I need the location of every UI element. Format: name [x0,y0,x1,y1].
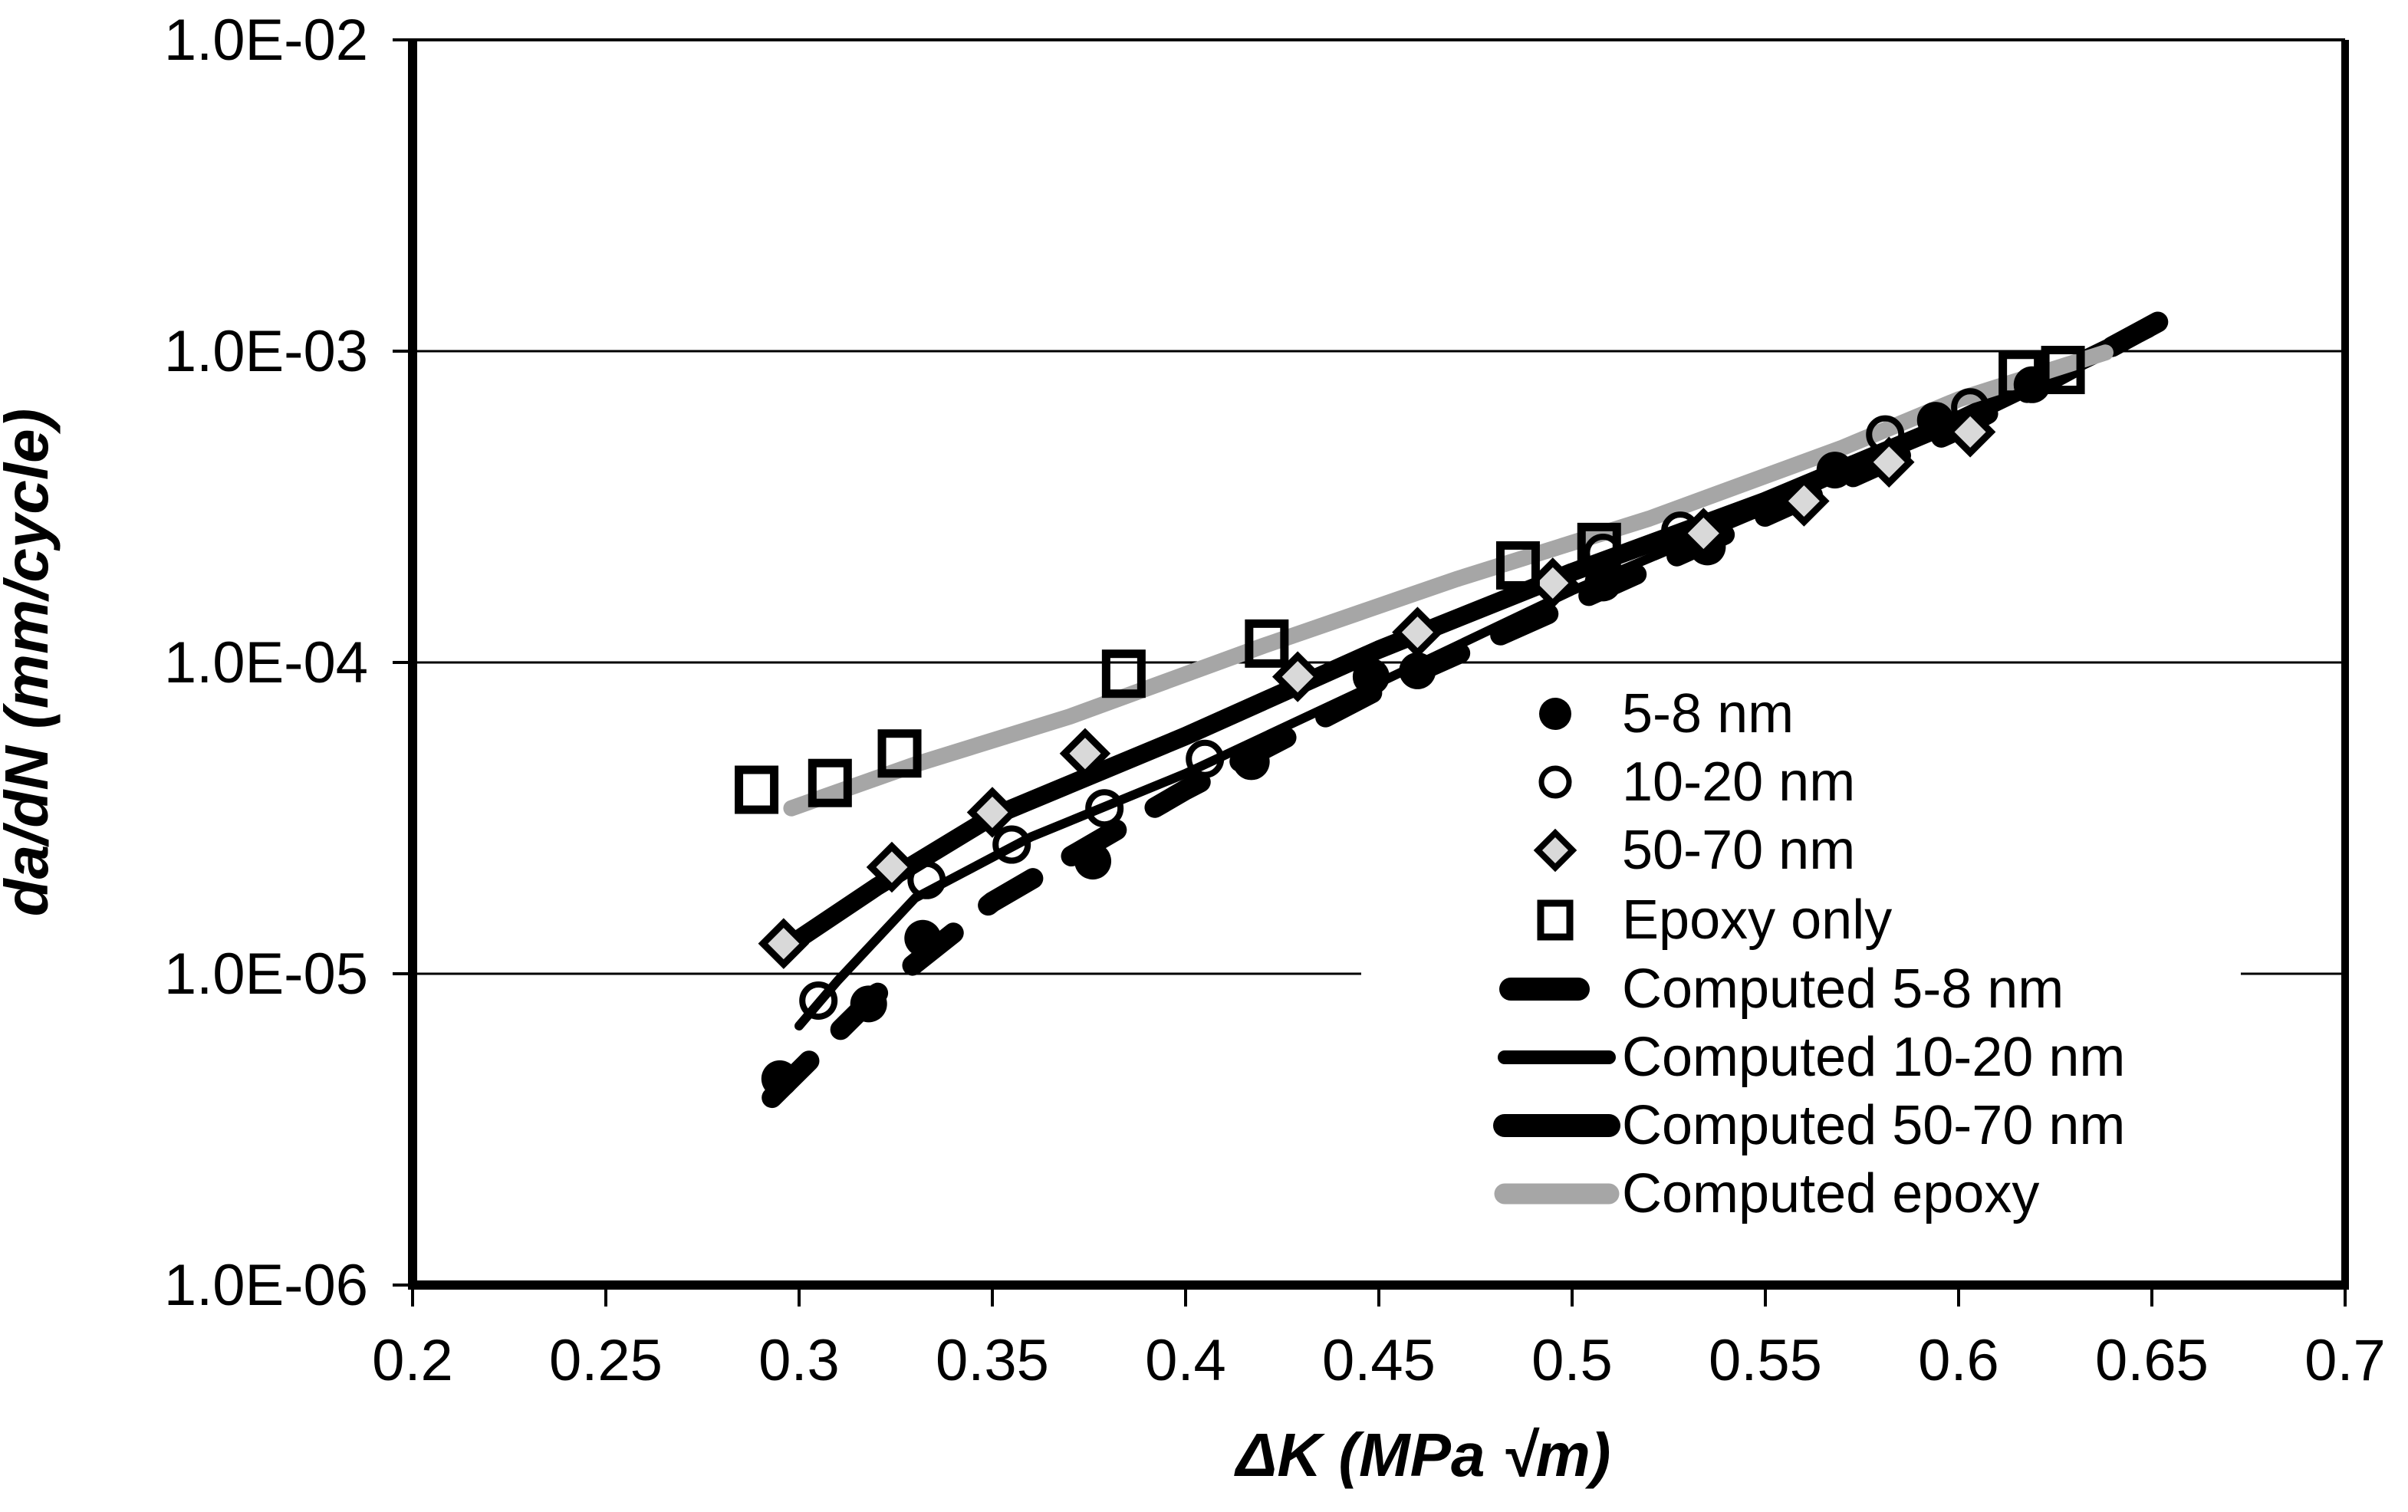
data-point-filled-circle [1074,843,1112,880]
data-point-diamond [1059,728,1111,779]
data-point-open-circle [1085,789,1124,828]
x-tick-label: 0.25 [549,1328,663,1393]
legend-label: Computed 50-70 nm [1622,1095,2125,1156]
data-point-filled-circle [1916,402,1954,439]
data-point-open-circle [992,825,1031,864]
x-tick-label: 0.2 [372,1328,453,1393]
y-tick-label: 1.0E-05 [164,942,368,1007]
legend-label: Epoxy only [1622,889,1892,951]
data-point-filled-circle [1232,743,1270,781]
data-point-diamond [1527,557,1579,609]
x-tick-label: 0.45 [1322,1328,1436,1393]
data-point-open-circle [907,860,946,899]
data-point-open-square [1998,350,2043,399]
legend-marker-diamond [1533,828,1577,873]
data-point-diamond [1864,436,1915,488]
data-point-filled-circle [1399,652,1436,689]
x-axis-title: ΔK (MPa √m) [1234,1421,1611,1489]
y-tick-label: 1.0E-06 [164,1253,368,1318]
data-point-filled-circle [761,1060,798,1097]
y-axis-title: da/dN (mm/cycle) [0,409,61,916]
data-point-diamond [1678,508,1729,559]
legend-label: 50-70 nm [1622,820,1855,881]
legend-label: Computed 10-20 nm [1622,1027,2125,1088]
legend-label: 5-8 nm [1622,683,1794,744]
legend-marker-open-square [1537,899,1574,941]
data-point-filled-circle [1352,658,1390,695]
data-point-diamond [866,841,918,893]
data-point-open-square [808,758,852,807]
x-tick-label: 0.4 [1145,1328,1226,1393]
legend-label: Computed epoxy [1622,1163,2039,1224]
x-tick-label: 0.5 [1531,1328,1613,1393]
data-point-open-square [1101,649,1146,698]
data-point-diamond [966,787,1018,838]
data-point-open-square [1495,541,1540,590]
data-point-open-square [877,729,922,778]
data-point-diamond [758,918,810,969]
data-point-filled-circle [1584,564,1622,602]
data-point-open-square [1245,619,1289,668]
data-point-diamond [1944,406,1996,458]
y-tick-label: 1.0E-03 [164,319,368,384]
data-point-open-square [2041,346,2085,395]
x-tick-label: 0.65 [2095,1328,2209,1393]
legend-label: Computed 5-8 nm [1622,958,2064,1020]
x-tick-label: 0.3 [758,1328,840,1393]
x-tick-label: 0.55 [1709,1328,1822,1393]
legend-marker-open-circle [1538,765,1572,799]
legend-label: 10-20 nm [1622,751,1855,813]
data-point-filled-circle [850,985,887,1023]
x-tick-label: 0.35 [936,1328,1049,1393]
y-tick-label: 1.0E-02 [164,8,368,73]
legend-marker-filled-circle [1539,698,1571,730]
data-point-diamond [1392,606,1443,658]
data-point-diamond [1778,475,1830,527]
data-point-filled-circle [1816,452,1854,489]
data-point-open-square [1577,522,1621,571]
x-tick-label: 0.6 [1918,1328,1999,1393]
data-point-filled-circle [904,919,942,957]
x-tick-label: 0.7 [2304,1328,2386,1393]
legend-background [1361,686,2241,1267]
data-point-open-circle [1186,739,1225,778]
data-point-open-circle [799,981,838,1020]
data-point-open-square [735,765,779,814]
y-tick-label: 1.0E-04 [164,630,368,695]
